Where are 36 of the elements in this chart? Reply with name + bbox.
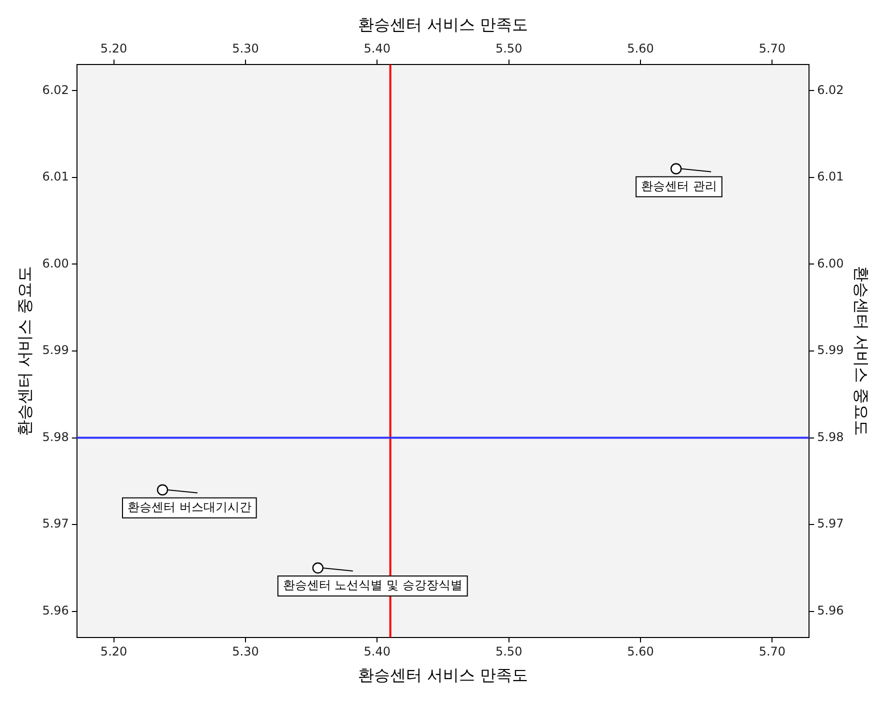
x-tick-label: 5.30 xyxy=(232,644,259,659)
y-axis-title: 환승센터 서비스 중요도 xyxy=(14,266,34,436)
y2-tick-label: 5.96 xyxy=(817,603,844,618)
x-tick-label: 5.50 xyxy=(495,644,522,659)
x-tick-label: 5.40 xyxy=(364,644,391,659)
point xyxy=(312,562,324,574)
y2-tick-label: 6.02 xyxy=(817,82,844,97)
x2-tick-label: 5.70 xyxy=(758,42,786,56)
x2-tick-label: 5.40 xyxy=(364,42,391,56)
x-tick-label: 5.20 xyxy=(100,644,128,659)
x2-axis-title: 환승센터 서비스 만족도 xyxy=(358,14,528,34)
x2-tick-label: 5.30 xyxy=(232,42,259,56)
point xyxy=(670,163,682,174)
y-tick-label: 5.96 xyxy=(42,603,69,618)
y2-tick-label: 5.98 xyxy=(817,430,844,444)
annotation: 환승센터 버스대기시간 xyxy=(128,500,252,514)
y2-tick-label: 5.99 xyxy=(817,343,844,358)
y2-tick-label: 6.00 xyxy=(817,256,844,270)
x-tick-label: 5.60 xyxy=(627,644,654,659)
y-tick-label: 5.99 xyxy=(42,343,69,358)
annotation: 환승센터 관리 xyxy=(641,178,717,193)
y-tick-label: 5.97 xyxy=(42,516,69,531)
y2-axis-title: 환승센터 서비스 중요도 xyxy=(852,266,872,436)
annotation: 환승센터 노선식별 및 승강장식별 xyxy=(282,578,462,592)
y-tick-label: 5.98 xyxy=(42,430,69,444)
point xyxy=(156,484,168,496)
x-tick-label: 5.70 xyxy=(758,644,786,659)
x2-tick-label: 5.20 xyxy=(100,42,128,56)
y-tick-label: 6.02 xyxy=(42,82,69,97)
y-tick-label: 6.00 xyxy=(42,256,69,270)
x2-tick-label: 5.60 xyxy=(627,42,654,56)
y-tick-label: 6.01 xyxy=(42,170,69,184)
y2-tick-label: 5.97 xyxy=(817,516,844,531)
x2-tick-label: 5.50 xyxy=(495,42,522,56)
y2-tick-label: 6.01 xyxy=(817,170,844,184)
x-axis-title: 환승센터 서비스 만족도 xyxy=(358,666,528,685)
